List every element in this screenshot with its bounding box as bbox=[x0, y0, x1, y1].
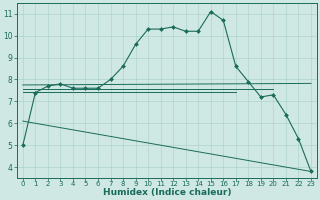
X-axis label: Humidex (Indice chaleur): Humidex (Indice chaleur) bbox=[103, 188, 231, 197]
